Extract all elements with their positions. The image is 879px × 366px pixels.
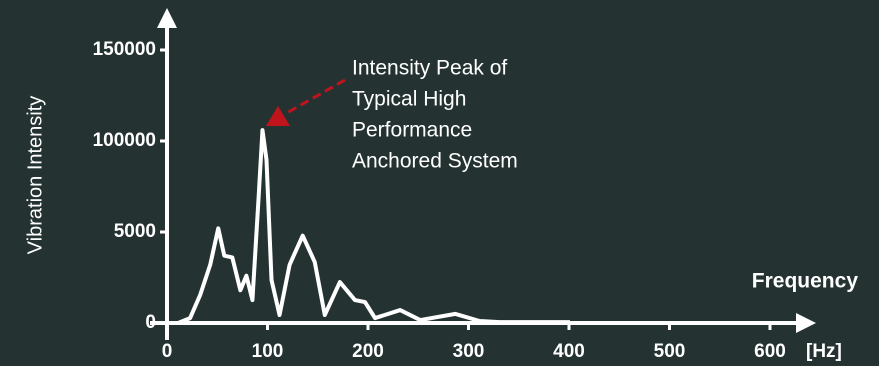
x-axis-arrow xyxy=(796,313,816,333)
annotation-text: Intensity Peak of xyxy=(352,57,507,80)
x-axis-unit: [Hz] xyxy=(806,341,842,362)
y-axis-arrow xyxy=(157,8,177,28)
x-tick-label: 500 xyxy=(654,341,686,362)
x-tick-label: 600 xyxy=(754,341,786,362)
annotation-text: Performance xyxy=(352,119,472,142)
y-tick-label: 150000 xyxy=(93,39,156,60)
x-tick-label: 100 xyxy=(252,341,284,362)
x-axis-label: Frequency xyxy=(752,270,859,293)
annotation-marker xyxy=(266,106,290,126)
x-tick-label: 300 xyxy=(453,341,485,362)
x-tick-label: 0 xyxy=(162,341,173,362)
data-line xyxy=(177,128,571,325)
annotation xyxy=(266,78,346,126)
y-tick-label: 0 xyxy=(145,312,156,333)
x-tick-label: 200 xyxy=(352,341,384,362)
x-tick-label: 400 xyxy=(553,341,585,362)
annotation-arrow xyxy=(284,78,346,116)
annotation-text: Anchored System xyxy=(352,150,518,173)
y-axis-label: Vibration Intensity xyxy=(24,96,46,255)
y-tick-label: 100000 xyxy=(93,130,156,151)
annotation-text: Typical High xyxy=(352,88,466,111)
y-tick-label: 5000 xyxy=(114,221,156,242)
